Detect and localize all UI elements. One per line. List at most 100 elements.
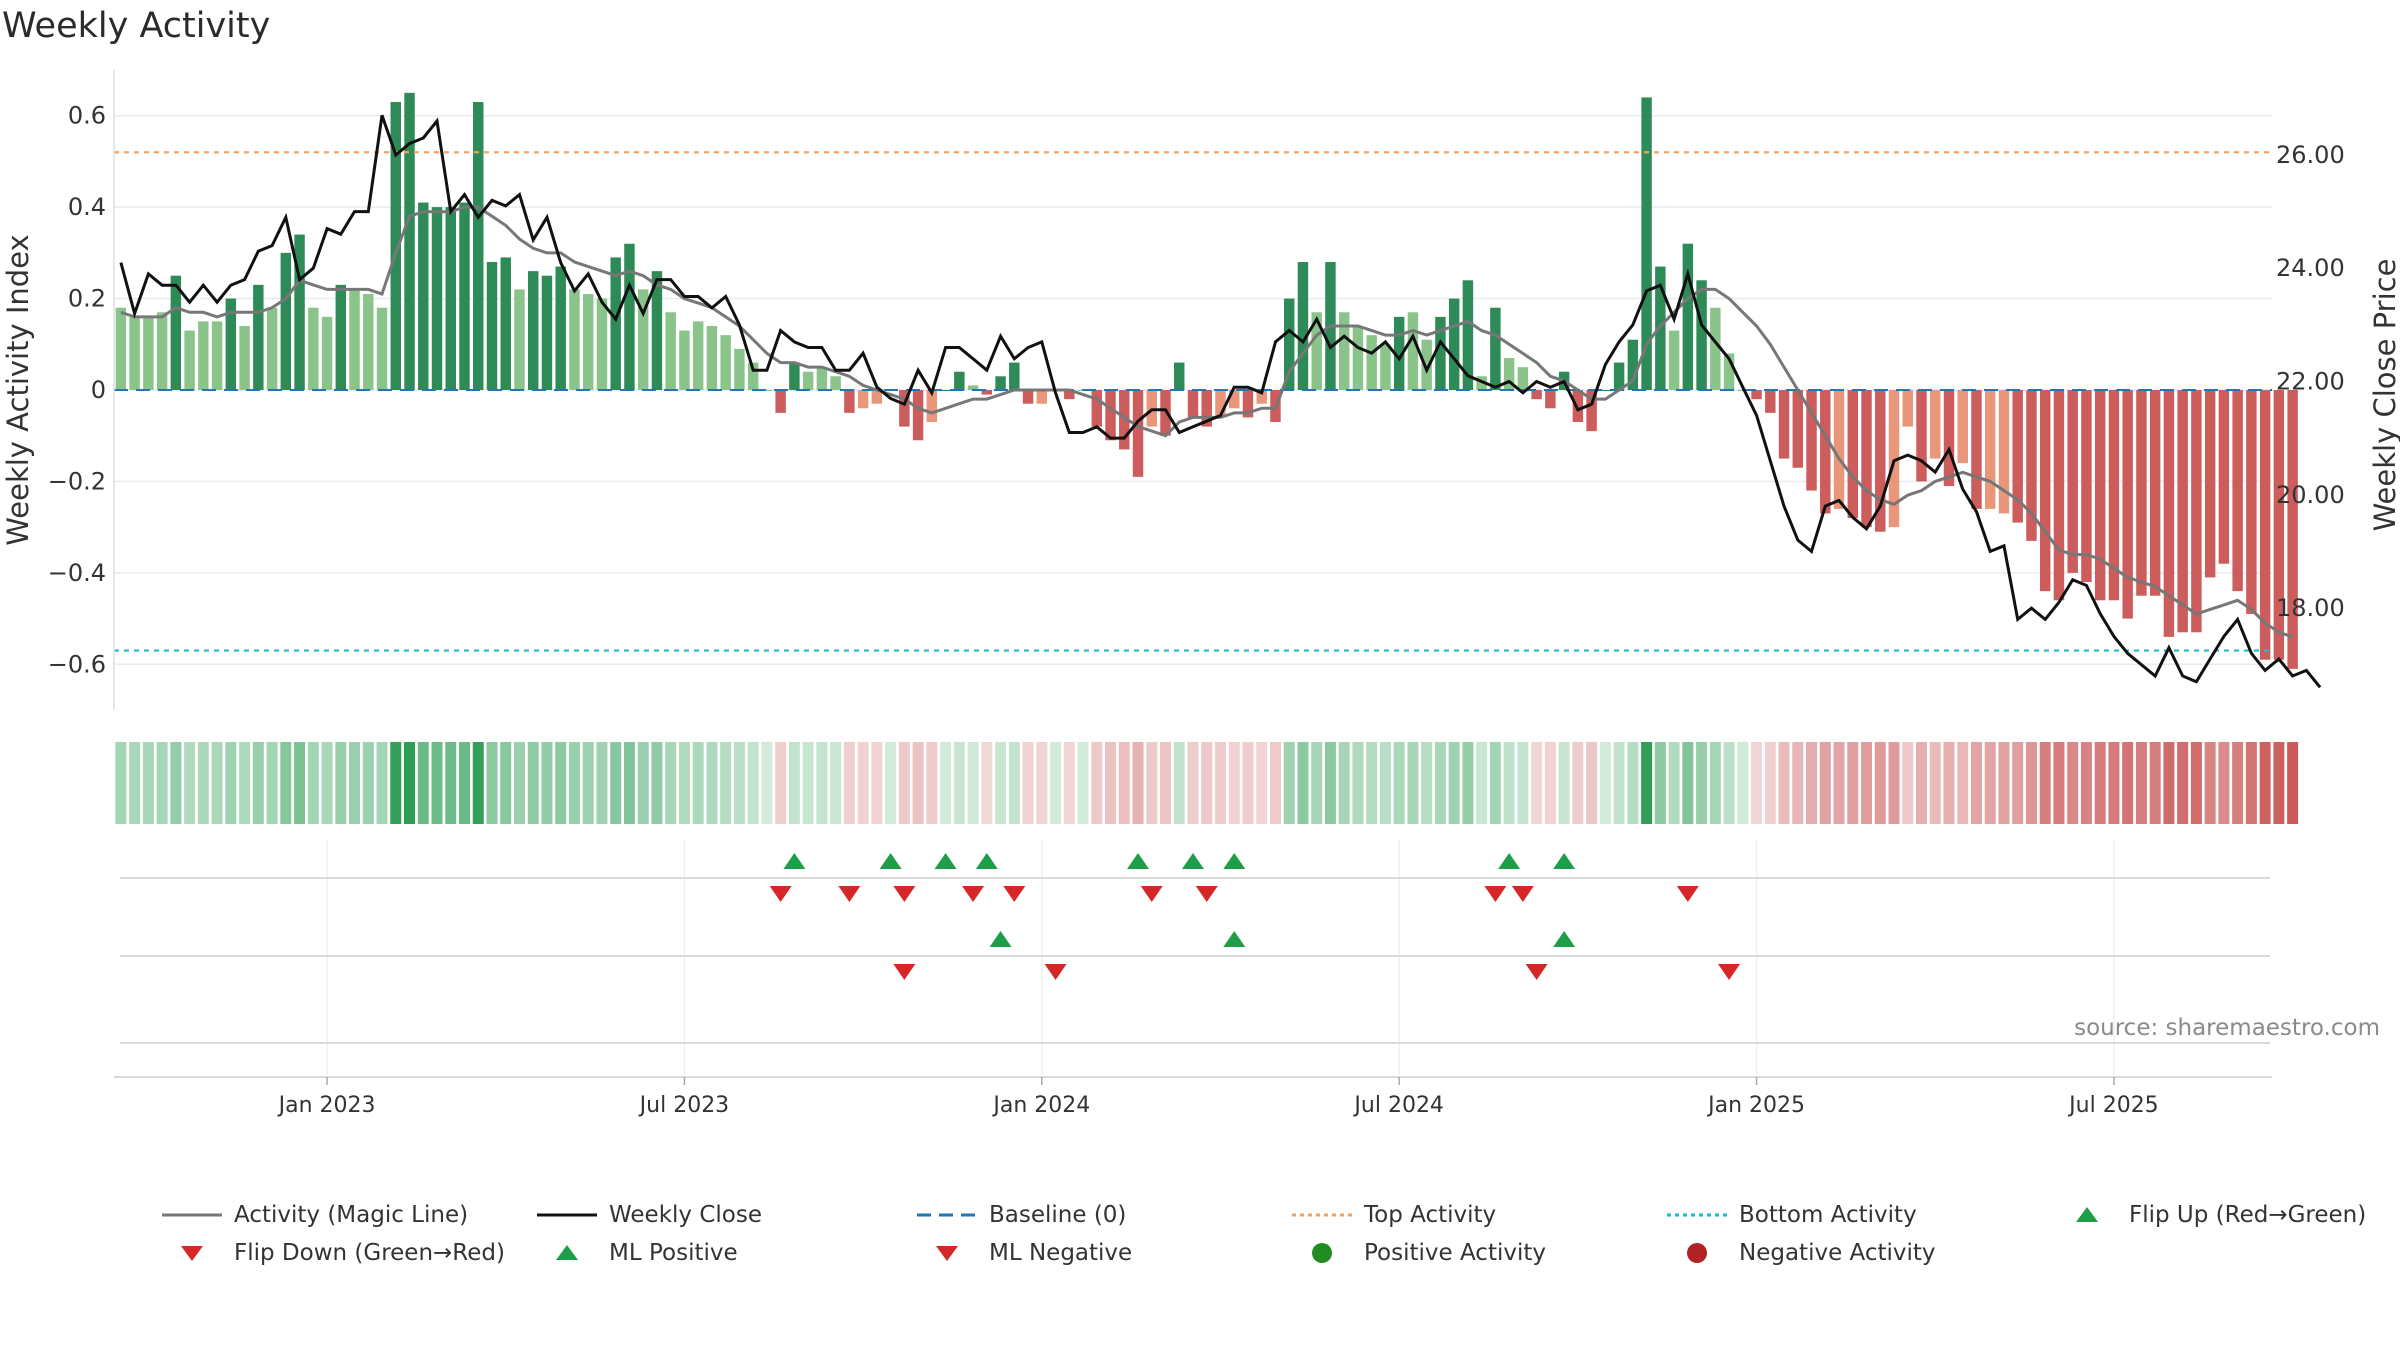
activity-bar xyxy=(1751,390,1762,400)
heat-cell xyxy=(527,742,539,824)
activity-bar xyxy=(1710,307,1721,390)
activity-bar xyxy=(830,376,841,390)
heat-cell xyxy=(280,742,292,824)
heat-cell xyxy=(1311,742,1323,824)
legend-label: Baseline (0) xyxy=(989,1202,1127,1228)
y2-tick-label: 20.00 xyxy=(2276,481,2345,509)
activity-bar xyxy=(514,289,525,390)
activity-bar xyxy=(1861,390,1872,528)
legend-label: ML Positive xyxy=(609,1240,738,1266)
heat-cell xyxy=(2218,742,2230,824)
up-marker xyxy=(1127,853,1150,869)
heat-cell xyxy=(225,742,237,824)
x-tick-label: Jan 2024 xyxy=(991,1093,1090,1118)
y2-axis-label: Weekly Close Price xyxy=(2368,259,2400,532)
heat-cell xyxy=(1352,742,1364,824)
heat-cell xyxy=(1228,742,1240,824)
heat-cell xyxy=(1929,742,1941,824)
activity-bar xyxy=(280,252,292,390)
heat-cell xyxy=(1489,742,1501,824)
heat-cell xyxy=(733,742,745,824)
activity-bar xyxy=(871,390,883,404)
activity-bars xyxy=(115,92,2298,669)
y-tick-label: −0.6 xyxy=(48,650,106,678)
heat-cell xyxy=(1737,742,1749,824)
heat-cell xyxy=(2122,742,2134,824)
activity-bar xyxy=(308,307,319,390)
legend: Activity (Magic Line) Weekly Close Baselin… xyxy=(160,1200,2390,1280)
y-tick-label: 0 xyxy=(91,376,106,404)
activity-bar xyxy=(1888,390,1900,528)
activity-bar xyxy=(1119,390,1130,450)
activity-bar xyxy=(1256,390,1267,404)
activity-bar xyxy=(789,362,800,390)
legend-flip-down-symbol xyxy=(181,1246,203,1261)
activity-bar xyxy=(569,289,580,390)
heat-cell xyxy=(747,742,759,824)
heat-cell xyxy=(1146,742,1158,824)
activity-bar xyxy=(1448,298,1460,390)
activity-bar xyxy=(1723,353,1735,390)
legend-baseline-symbol xyxy=(917,1213,977,1217)
activity-bar xyxy=(1009,362,1020,390)
activity-bar xyxy=(1311,312,1322,390)
heat-cell xyxy=(981,742,993,824)
heat-cell xyxy=(1861,742,1873,824)
x-tick-label: Jan 2025 xyxy=(1706,1093,1805,1118)
heat-cell xyxy=(1434,742,1446,824)
heat-cell xyxy=(1462,742,1474,824)
activity-bar xyxy=(2136,390,2147,596)
down-marker xyxy=(1140,886,1163,902)
activity-bar xyxy=(211,321,223,390)
activity-bar xyxy=(2039,390,2051,592)
legend-label: Activity (Magic Line) xyxy=(234,1202,469,1228)
heat-cell xyxy=(2163,742,2175,824)
legend-flip-up-symbol xyxy=(2076,1207,2098,1222)
down-marker xyxy=(838,886,861,902)
activity-bar xyxy=(1352,326,1364,390)
y2-tick-label: 22.00 xyxy=(2276,368,2345,396)
activity-bar xyxy=(2067,390,2078,573)
y2-tick-label: 24.00 xyxy=(2276,254,2345,282)
activity-bar xyxy=(1407,312,1419,390)
heat-cell xyxy=(486,742,498,824)
activity-bar xyxy=(624,243,635,390)
activity-bar xyxy=(1174,362,1185,390)
heat-cell xyxy=(1888,742,1900,824)
heat-cell xyxy=(802,742,814,824)
legend-label: Flip Up (Red→Green) xyxy=(2129,1202,2367,1228)
heat-cell xyxy=(1751,742,1763,824)
activity-bar xyxy=(115,307,127,390)
activity-bar xyxy=(555,266,566,390)
legend-bottom-activity: Bottom Activity xyxy=(1665,1200,1917,1230)
legend-flip-up: Flip Up (Red→Green) xyxy=(2055,1200,2366,1230)
heat-cell xyxy=(115,742,127,824)
activity-bar xyxy=(239,326,250,390)
heat-cell xyxy=(1833,742,1845,824)
heat-cell xyxy=(335,742,347,824)
legend-label: Top Activity xyxy=(1364,1202,1497,1228)
activity-bar xyxy=(775,390,786,413)
heat-cell xyxy=(2232,742,2244,824)
activity-bar xyxy=(1572,390,1584,422)
heat-cell xyxy=(1654,742,1666,824)
heat-cell xyxy=(830,742,842,824)
activity-bar xyxy=(734,348,745,390)
legend-magic-line-symbol xyxy=(162,1213,222,1217)
signal-strip: Jan 2023 Jul 2023 Jan 2024 Jul 2024 Jan 2025… xyxy=(114,840,2272,1118)
y-tick-label: −0.4 xyxy=(48,559,106,587)
heat-cell xyxy=(995,742,1007,824)
activity-bar xyxy=(844,390,855,413)
activity-bar xyxy=(225,298,237,390)
heat-cell xyxy=(1586,742,1598,824)
activity-bar xyxy=(198,321,209,390)
activity-bar xyxy=(390,102,402,390)
activity-bar xyxy=(857,390,869,409)
heat-cell xyxy=(912,742,924,824)
heat-cell xyxy=(1242,742,1254,824)
heat-cell xyxy=(1503,742,1515,824)
heat-cell xyxy=(623,742,635,824)
legend-ml-positive-symbol xyxy=(556,1245,578,1260)
heat-cell xyxy=(156,742,168,824)
legend-top-activity: Top Activity xyxy=(1290,1200,1496,1230)
